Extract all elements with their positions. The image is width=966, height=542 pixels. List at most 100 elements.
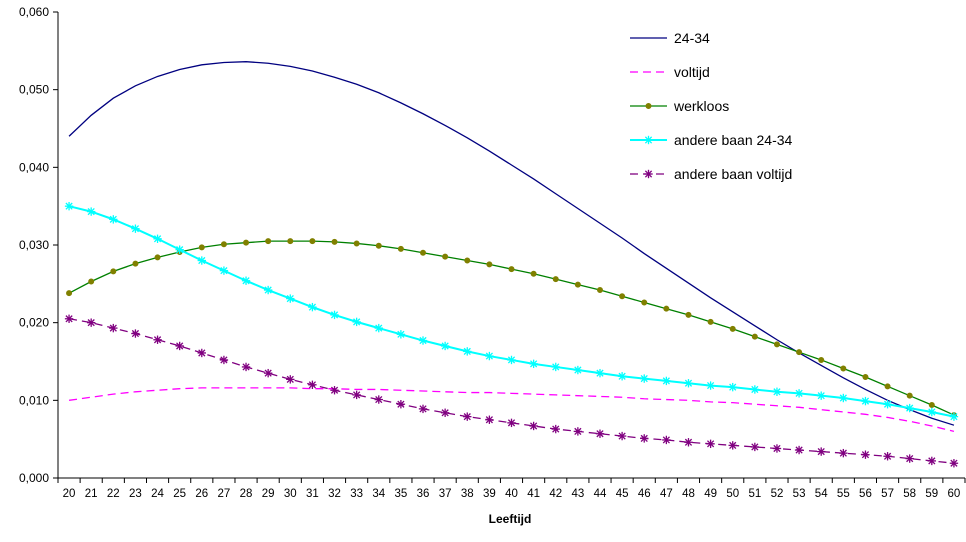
- x-tick-label: 52: [771, 488, 784, 500]
- series-point-andere-baan-24-34: [352, 317, 361, 327]
- x-tick-label: 51: [748, 488, 761, 500]
- series-point-andere-baan-voltijd: [263, 368, 273, 378]
- series-point-werkloos: [154, 254, 161, 261]
- series-point-werkloos: [220, 241, 227, 248]
- series-point-werkloos: [928, 401, 935, 408]
- series-point-werkloos: [420, 249, 427, 256]
- series-point-andere-baan-24-34: [794, 389, 804, 398]
- x-tick-label: 27: [218, 488, 231, 500]
- series-point-andere-baan-24-34: [64, 201, 74, 211]
- x-tick-label: 30: [284, 488, 297, 500]
- series-point-andere-baan-24-34: [485, 351, 494, 361]
- series-point-werkloos: [574, 281, 581, 288]
- x-tick-label: 29: [262, 488, 275, 500]
- axes: 0,000 0,010 0,020 0,030 0,040 0,050 0,060 20 21 2…: [19, 5, 966, 500]
- series-point-andere-baan-voltijd: [131, 329, 140, 338]
- series-point-andere-baan-24-34: [617, 372, 627, 381]
- legend: 24-34 voltijd werkloos andere baan 24-34 and…: [630, 30, 793, 182]
- series-point-werkloos: [862, 374, 869, 381]
- x-tick-label: 59: [925, 488, 938, 500]
- series-point-werkloos: [685, 311, 692, 318]
- series-point-andere-baan-voltijd: [529, 421, 538, 431]
- series-point-andere-baan-24-34: [551, 362, 560, 372]
- series-point-andere-baan-voltijd: [573, 427, 583, 436]
- series-point-werkloos: [265, 238, 272, 245]
- x-tick-label: 49: [704, 488, 717, 500]
- series-point-andere-baan-24-34: [573, 365, 583, 375]
- series-point-andere-baan-voltijd: [839, 448, 848, 458]
- series-point-andere-baan-voltijd: [418, 404, 428, 414]
- x-tick-label: 55: [837, 488, 850, 500]
- series-point-andere-baan-24-34: [286, 294, 295, 303]
- x-tick-label: 26: [195, 488, 208, 500]
- series-point-werkloos: [88, 278, 95, 285]
- series-point-werkloos: [132, 260, 139, 267]
- series-point-andere-baan-voltijd: [374, 395, 383, 404]
- x-tick-label: 40: [505, 488, 518, 500]
- x-tick-label: 54: [815, 488, 828, 500]
- series-point-andere-baan-24-34: [706, 381, 715, 390]
- series-point-andere-baan-24-34: [219, 266, 229, 275]
- series-point-andere-baan-voltijd: [728, 441, 737, 450]
- series-point-andere-baan-voltijd: [861, 450, 870, 459]
- series-point-andere-baan-voltijd: [86, 318, 96, 327]
- x-tick-label: 36: [417, 488, 430, 500]
- series-point-werkloos: [353, 240, 360, 247]
- legend-marker-andere-baan-voltijd: [644, 169, 653, 179]
- series-point-andere-baan-voltijd: [662, 435, 671, 445]
- y-tick-label: 0,040: [19, 160, 49, 174]
- x-tick-label: 28: [240, 488, 253, 500]
- series-point-andere-baan-24-34: [750, 385, 760, 394]
- series-point-werkloos: [884, 383, 891, 390]
- x-tick-label: 20: [63, 488, 76, 500]
- series-point-andere-baan-24-34: [263, 285, 273, 295]
- series-point-werkloos: [397, 245, 404, 252]
- series-point-werkloos: [530, 270, 537, 277]
- series-point-werkloos: [66, 290, 73, 297]
- x-tick-label: 46: [638, 488, 651, 500]
- series-point-andere-baan-voltijd: [175, 341, 184, 351]
- series-layer: [64, 61, 959, 468]
- series-point-andere-baan-voltijd: [109, 323, 118, 333]
- series-point-andere-baan-24-34: [131, 224, 140, 233]
- series-point-andere-baan-24-34: [817, 391, 826, 400]
- series-point-werkloos: [840, 365, 847, 372]
- legend-marker-werkloos: [645, 103, 652, 110]
- series-point-werkloos: [818, 356, 825, 363]
- series-point-andere-baan-24-34: [418, 336, 428, 345]
- series-point-andere-baan-24-34: [529, 359, 538, 369]
- series-point-andere-baan-24-34: [175, 245, 184, 254]
- x-tick-label: 58: [903, 488, 916, 500]
- series-point-werkloos: [464, 257, 471, 264]
- series-point-werkloos: [110, 268, 117, 275]
- series-point-andere-baan-voltijd: [706, 439, 715, 449]
- x-tick-label: 32: [328, 488, 341, 500]
- x-tick-label: 39: [483, 488, 496, 500]
- x-tick-label: 45: [616, 488, 629, 500]
- series-point-andere-baan-voltijd: [883, 452, 892, 461]
- x-tick-label: 41: [527, 488, 540, 500]
- series-point-andere-baan-voltijd: [396, 400, 406, 409]
- series-point-werkloos: [287, 238, 294, 245]
- series-point-andere-baan-voltijd: [772, 444, 782, 453]
- series-point-andere-baan-voltijd: [595, 429, 605, 438]
- x-tick-label: 37: [439, 488, 452, 500]
- series-point-andere-baan-voltijd: [640, 434, 649, 443]
- legend-label-voltijd: voltijd: [674, 64, 710, 80]
- series-point-andere-baan-24-34: [861, 396, 870, 406]
- series-point-andere-baan-24-34: [949, 412, 959, 421]
- series-point-andere-baan-24-34: [396, 330, 406, 339]
- series-point-werkloos: [906, 392, 913, 399]
- series-line-voltijd: [68, 387, 955, 433]
- series-point-andere-baan-voltijd: [949, 459, 959, 468]
- x-tick-label: 31: [306, 488, 319, 500]
- series-point-andere-baan-24-34: [330, 310, 339, 320]
- series-point-werkloos: [619, 293, 626, 300]
- y-tick-label: 0,020: [19, 316, 49, 330]
- y-tick-label: 0,060: [19, 5, 49, 19]
- series-point-werkloos: [751, 333, 758, 340]
- series-point-andere-baan-24-34: [86, 207, 96, 216]
- series-point-andere-baan-24-34: [507, 355, 516, 365]
